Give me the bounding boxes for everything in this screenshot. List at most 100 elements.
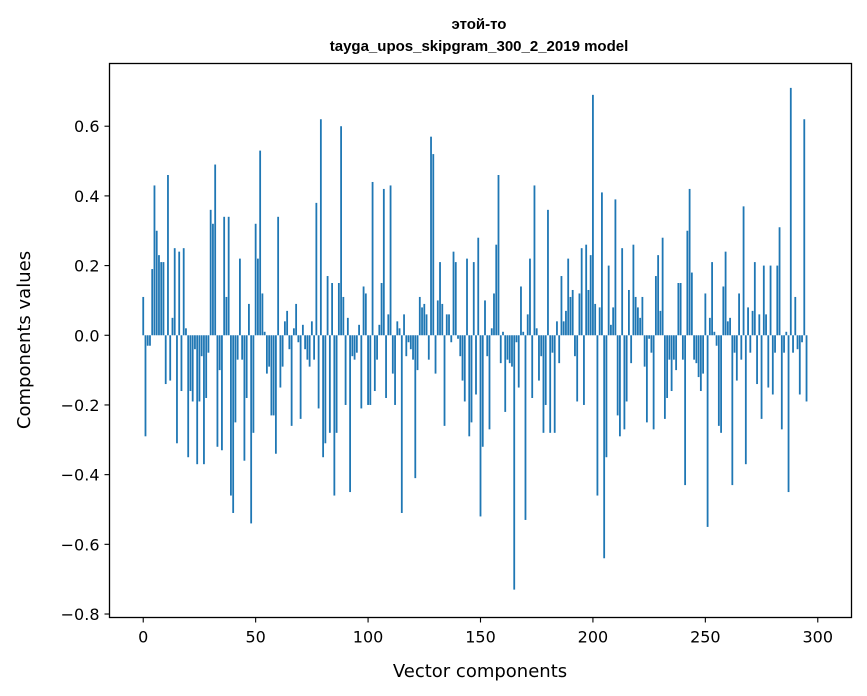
bar bbox=[686, 230, 689, 336]
x-tick-label: 0 bbox=[138, 628, 148, 647]
bar bbox=[675, 335, 678, 371]
y-tick-label: 0.2 bbox=[74, 257, 99, 276]
bar bbox=[288, 335, 291, 350]
bar bbox=[562, 321, 565, 336]
bar bbox=[531, 335, 534, 398]
bar bbox=[607, 265, 610, 336]
bar bbox=[164, 335, 167, 385]
bar bbox=[511, 335, 513, 367]
bar bbox=[753, 262, 756, 336]
bar bbox=[146, 335, 149, 346]
bar bbox=[744, 335, 747, 465]
bar bbox=[448, 314, 450, 336]
y-tick-label: −0.8 bbox=[61, 605, 100, 624]
bar bbox=[742, 206, 745, 336]
bar bbox=[160, 262, 163, 336]
x-axis-label: Vector components bbox=[393, 661, 567, 682]
bar bbox=[551, 335, 554, 353]
bar bbox=[769, 265, 772, 336]
bar bbox=[403, 314, 405, 336]
bar bbox=[713, 331, 716, 336]
bar bbox=[803, 119, 806, 336]
bar bbox=[574, 335, 576, 357]
bar bbox=[205, 335, 208, 398]
bar bbox=[740, 335, 743, 360]
bar bbox=[315, 202, 318, 336]
bar bbox=[504, 335, 507, 412]
bar bbox=[270, 335, 273, 416]
bar bbox=[479, 335, 482, 517]
plot-frame bbox=[108, 62, 853, 619]
bar bbox=[304, 335, 307, 350]
bar bbox=[254, 223, 257, 336]
bar bbox=[200, 335, 203, 357]
bar bbox=[380, 283, 383, 336]
bar bbox=[767, 335, 770, 388]
bar bbox=[218, 335, 221, 371]
bar bbox=[643, 335, 646, 367]
bar bbox=[625, 335, 628, 402]
bar bbox=[378, 324, 381, 336]
y-tick-label: 0.4 bbox=[74, 187, 99, 206]
bar bbox=[688, 188, 691, 336]
bar bbox=[488, 335, 491, 430]
x-tick-label: 150 bbox=[465, 628, 496, 647]
bar bbox=[785, 331, 788, 336]
bar bbox=[598, 307, 601, 336]
bar bbox=[722, 286, 725, 336]
bar bbox=[515, 335, 518, 343]
bar bbox=[749, 335, 752, 353]
bar bbox=[594, 303, 597, 336]
bar bbox=[645, 335, 648, 423]
bar bbox=[349, 335, 351, 493]
bar bbox=[619, 335, 621, 437]
bar bbox=[371, 181, 374, 336]
bar bbox=[189, 335, 192, 392]
bar bbox=[522, 331, 525, 336]
chart-subtitle: tayga_upos_skipgram_300_2_2019 model bbox=[330, 38, 629, 55]
bar bbox=[234, 335, 237, 423]
bar bbox=[243, 335, 246, 461]
bar bbox=[499, 335, 502, 364]
bar bbox=[155, 230, 158, 336]
bar bbox=[756, 335, 758, 385]
bar bbox=[259, 150, 262, 336]
bar bbox=[162, 262, 165, 336]
bar bbox=[236, 335, 239, 360]
bar bbox=[245, 335, 248, 398]
bar bbox=[636, 307, 639, 336]
bar bbox=[223, 216, 226, 336]
bar bbox=[751, 310, 754, 336]
bar bbox=[317, 335, 320, 409]
bar bbox=[670, 335, 673, 392]
bar bbox=[506, 335, 509, 360]
y-tick-label: 0.6 bbox=[74, 117, 99, 136]
bar bbox=[589, 255, 592, 336]
bar bbox=[340, 126, 342, 336]
bar bbox=[542, 335, 545, 433]
bar bbox=[466, 258, 468, 336]
bar bbox=[180, 335, 183, 392]
bar bbox=[459, 335, 462, 357]
bar bbox=[571, 289, 574, 336]
bar bbox=[657, 255, 660, 336]
bar bbox=[711, 262, 713, 336]
bar bbox=[796, 335, 799, 350]
bar bbox=[690, 272, 693, 336]
bar bbox=[391, 335, 394, 374]
bar bbox=[603, 335, 606, 559]
bar bbox=[306, 335, 309, 360]
bar bbox=[346, 317, 349, 336]
bar bbox=[409, 335, 412, 350]
bar bbox=[239, 258, 241, 336]
bar bbox=[308, 335, 311, 367]
bar bbox=[486, 335, 489, 357]
y-tick-label: −0.2 bbox=[61, 396, 100, 415]
bar bbox=[328, 335, 331, 433]
bar bbox=[337, 283, 340, 336]
bar bbox=[389, 185, 392, 336]
bar bbox=[232, 335, 235, 513]
bar bbox=[616, 335, 619, 416]
bar bbox=[481, 335, 484, 447]
x-tick-label: 50 bbox=[245, 628, 265, 647]
